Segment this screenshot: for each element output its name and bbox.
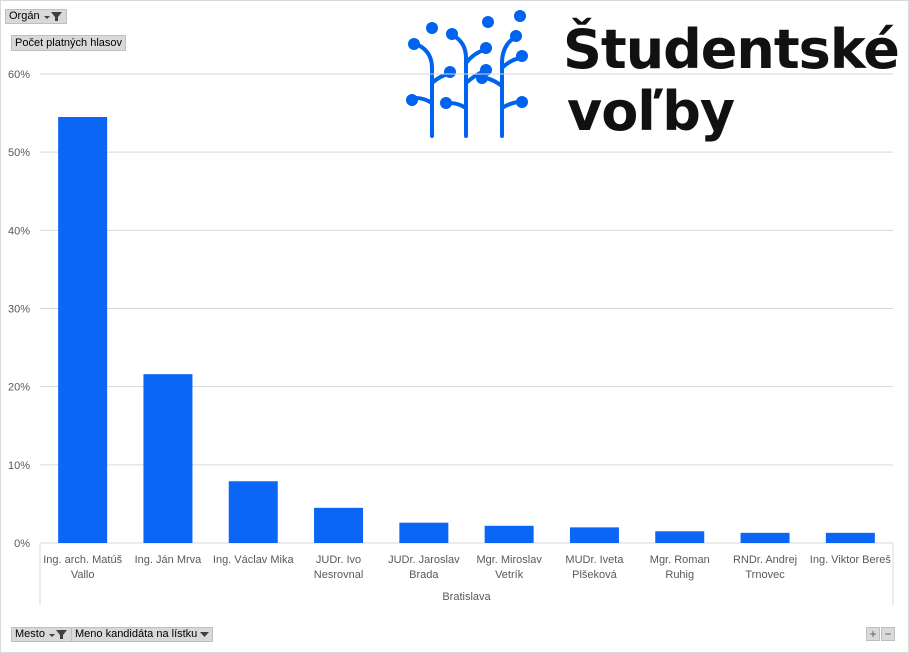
logo-text-line2: voľby (567, 80, 735, 143)
bar (58, 116, 108, 543)
group-label: Bratislava (442, 591, 491, 603)
meno-dropdown-label: Meno kandidáta na lístku (75, 628, 198, 640)
x-tick-label: Ing. arch. Matúš Vallo (43, 554, 122, 581)
y-tick-label: 30% (8, 304, 30, 316)
filter-icon (48, 629, 68, 640)
bar (569, 527, 619, 543)
y-tick-label: 60% (8, 69, 30, 81)
bar (399, 522, 449, 543)
x-tick-label: Mgr. Roman Ruhig (650, 554, 710, 581)
logo-text-line1: Študentské (563, 18, 900, 81)
x-tick-label: JUDr. Ivo Nesrovnal (314, 554, 364, 581)
bar (143, 374, 193, 543)
x-tick-label: RNDr. Andrej Trnovec (733, 554, 797, 581)
x-tick-label: Ing. Ján Mrva (135, 554, 203, 566)
x-tick-label: Mgr. Miroslav Vetrík (476, 554, 542, 581)
y-tick-label: 20% (8, 382, 30, 394)
mesto-filter-label: Mesto (15, 628, 45, 640)
meno-dropdown-button[interactable]: Meno kandidáta na lístku (71, 627, 214, 642)
bar (314, 507, 364, 543)
collapse-button[interactable]: − (881, 627, 895, 641)
x-tick-label: Ing. Viktor Bereš (810, 554, 892, 566)
x-tick-label: MUDr. Iveta Plšeková (565, 554, 624, 581)
organ-filter-label: Orgán (9, 10, 40, 22)
y-tick-label: 50% (8, 147, 30, 159)
organ-filter-button[interactable]: Orgán (5, 9, 67, 24)
y-tick-label: 0% (14, 538, 30, 550)
bar (740, 532, 790, 543)
bar (655, 531, 705, 543)
mesto-filter-button[interactable]: Mesto (11, 627, 72, 642)
bar (228, 481, 278, 543)
logo-tree-icon (406, 10, 528, 138)
y-tick-label: 10% (8, 460, 30, 472)
filter-icon (43, 11, 63, 22)
value-field-button[interactable]: Počet platných hlasov (11, 35, 127, 51)
x-tick-label: Ing. Václav Mika (213, 554, 295, 566)
bar (484, 525, 534, 543)
expand-button[interactable]: + (866, 627, 880, 641)
y-tick-label: 40% (8, 225, 30, 237)
x-tick-label: JUDr. Jaroslav Brada (388, 554, 460, 581)
bar (825, 532, 875, 543)
chevron-down-icon (200, 631, 210, 638)
